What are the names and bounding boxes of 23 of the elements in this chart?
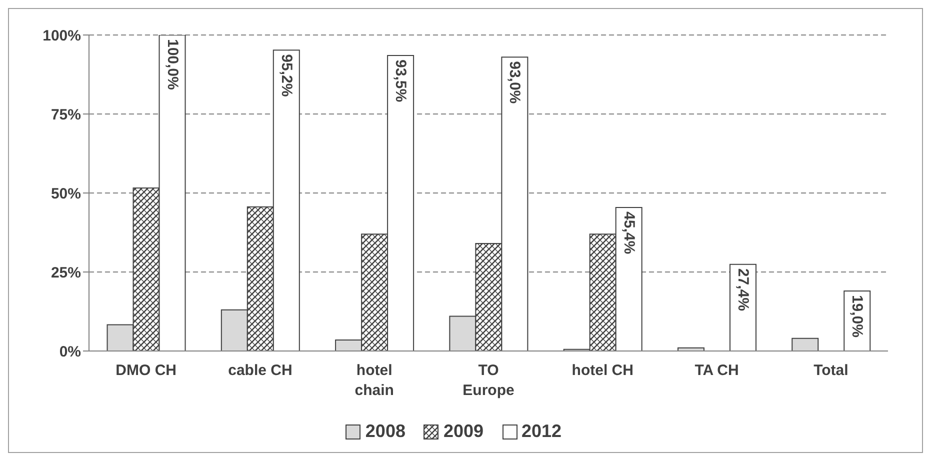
data-label: 95,2% bbox=[278, 54, 295, 97]
data-label: 100,0% bbox=[164, 39, 181, 90]
data-label: 27,4% bbox=[734, 268, 752, 311]
legend-label: 2008 bbox=[365, 421, 406, 442]
y-tick-label: 100% bbox=[42, 27, 81, 44]
x-tick-label: Total bbox=[814, 362, 848, 379]
x-tick-label: hotel chain bbox=[354, 362, 394, 399]
data-label: 93,0% bbox=[506, 61, 524, 104]
x-tick-label: DMO CH bbox=[116, 362, 176, 379]
x-tick-label: cable CH bbox=[228, 362, 292, 379]
legend-label: 2012 bbox=[522, 421, 562, 442]
x-tick-label: TO Europe bbox=[462, 362, 514, 399]
x-tick-label: hotel CH bbox=[572, 362, 634, 379]
y-tick-label: 50% bbox=[50, 185, 81, 202]
bar bbox=[792, 338, 819, 351]
y-tick-label: 0% bbox=[59, 343, 81, 360]
data-label: 93,5% bbox=[392, 60, 410, 102]
x-tick-label: TA CH bbox=[694, 362, 739, 379]
legend-label: 2009 bbox=[443, 421, 484, 442]
data-label: 45,4% bbox=[620, 212, 638, 254]
y-tick-label: 75% bbox=[50, 106, 81, 124]
y-tick-label: 25% bbox=[50, 264, 81, 282]
data-label: 19,0% bbox=[848, 294, 866, 338]
